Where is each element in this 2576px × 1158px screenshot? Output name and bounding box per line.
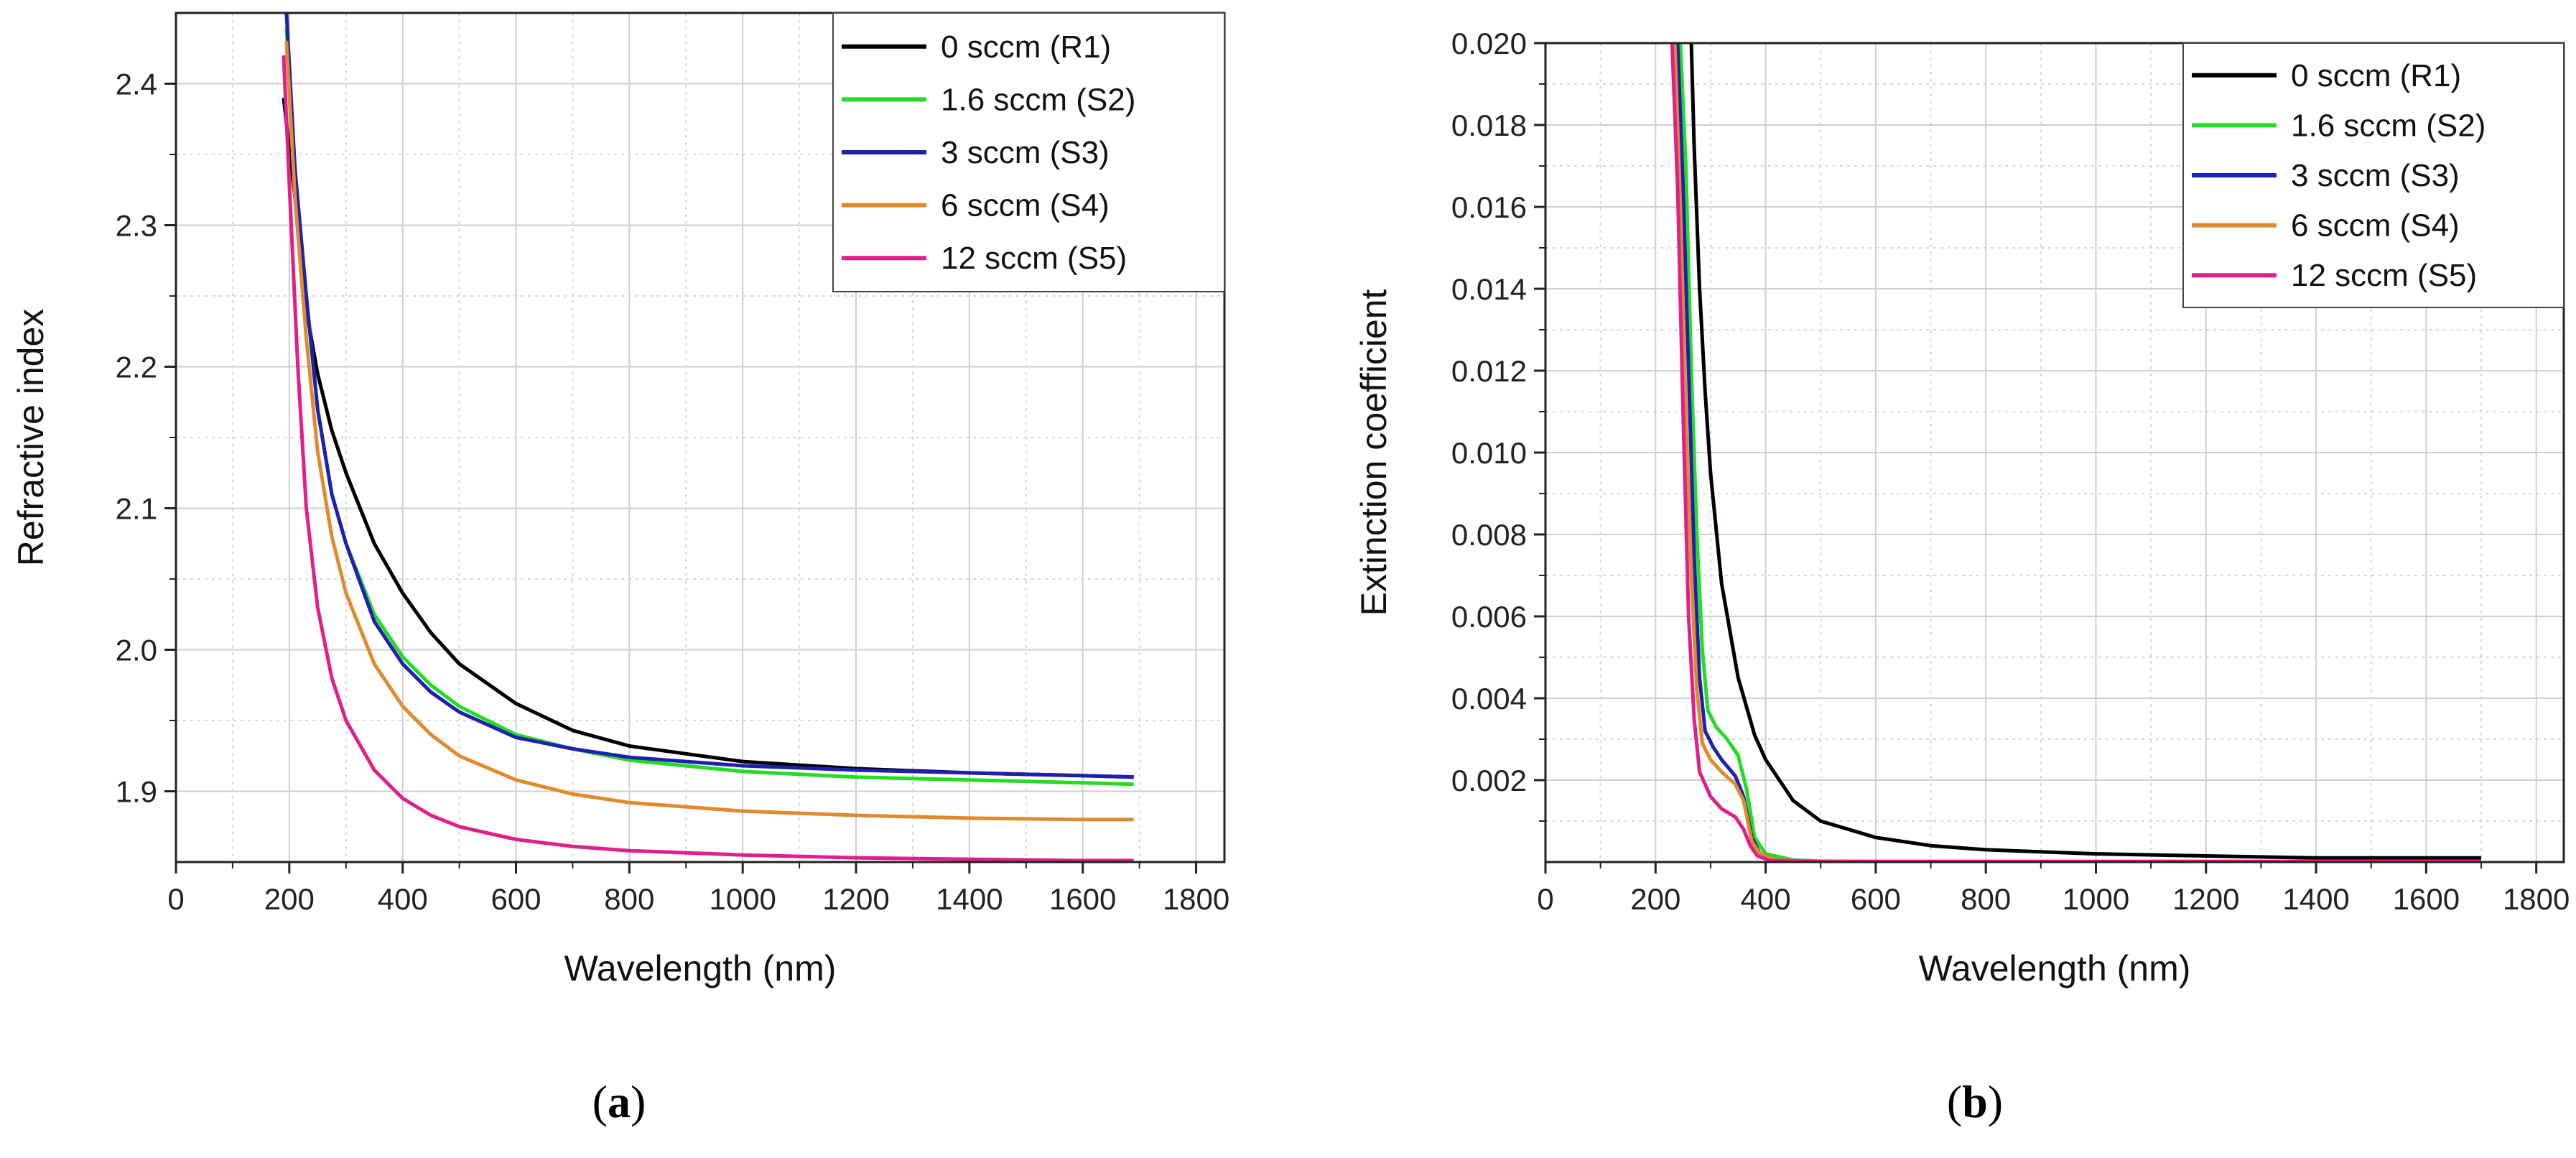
legend-label-2: 1.6 sccm (S2) [941,82,1135,117]
x-tick-label: 1200 [822,882,889,916]
y-tick-label: 0.014 [1451,272,1527,306]
x-axis-title: Wavelength (nm) [1919,948,2191,988]
y-tick-label: 2.3 [116,209,157,243]
caption-close-paren: ) [1988,1076,2003,1127]
y-tick-label: 2.1 [116,492,157,526]
legend-label-3: 3 sccm (S3) [941,135,1110,170]
x-tick-label: 200 [1630,882,1680,916]
y-tick-label: 2.0 [116,634,157,667]
series-line-1 [1689,43,2481,860]
y-tick-label: 0.018 [1451,108,1527,142]
y-axis-title: Extinction coefficient [1354,289,1394,616]
x-tick-label: 1800 [2503,882,2570,916]
y-tick-label: 2.2 [116,351,157,384]
x-tick-label: 400 [378,882,428,916]
series-line-3 [284,13,1134,779]
legend: 0 sccm (R1) 1.6 sccm (S2) 3 sccm (S3) 6 scc… [832,12,1225,292]
y-tick-label: 0.020 [1451,27,1527,60]
x-tick-label: 800 [1961,882,2011,916]
x-tick-label: 1200 [2172,882,2239,916]
legend-label-3: 3 sccm (S3) [2291,158,2460,193]
x-tick-label: 0 [1537,882,1553,916]
x-tick-label: 600 [1851,882,1901,916]
x-tick-label: 1000 [709,882,776,916]
x-tick-label: 1600 [2393,882,2460,916]
y-axis-title: Refractive index [11,309,51,567]
legend: 0 sccm (R1) 1.6 sccm (S2) 3 sccm (S3) 6 scc… [2182,42,2565,308]
x-tick-label: 1400 [936,882,1003,916]
caption-open-paren: ( [592,1076,608,1127]
x-tick-label: 200 [264,882,315,916]
chart-a-refractive-index: 0 200 400 600 800 1000 1200 1400 1600 1800 1.9 2.0 2… [11,11,1229,1127]
caption-letter: b [1962,1076,1988,1127]
x-tick-label: 0 [167,882,184,916]
x-tick-label: 1400 [2282,882,2349,916]
y-tick-label: 0.004 [1451,682,1527,715]
figure-caption: (a) [592,1076,646,1127]
legend-label-1: 0 sccm (R1) [941,29,1111,65]
caption-letter: a [608,1076,631,1127]
x-axis-title: Wavelength (nm) [564,948,837,988]
x-tick-label: 400 [1741,882,1791,916]
figure-caption: (b) [1947,1076,2003,1127]
x-tick-label: 1600 [1049,882,1116,916]
caption-open-paren: ( [1947,1076,1962,1127]
y-tick-label: 0.002 [1451,764,1527,797]
chart-b-extinction-coefficient: 0 200 400 600 800 1000 1200 1400 1600 1800 0.002 0.… [1354,27,2570,1127]
x-tick-label: 600 [490,882,541,916]
y-tick-label: 0.008 [1451,518,1527,552]
y-tick-label: 0.006 [1451,600,1527,634]
x-tick-label: 1800 [1163,882,1229,916]
y-tick-label: 0.012 [1451,354,1527,388]
legend-label-4: 6 sccm (S4) [2291,208,2460,244]
legend-label-5: 12 sccm (S5) [941,241,1127,276]
series-line-5 [282,55,1134,862]
x-tick-label: 1000 [2063,882,2129,916]
y-tick-label: 1.9 [116,775,157,809]
y-tick-label: 0.010 [1451,436,1527,470]
series-line-4 [284,41,1134,822]
x-tick-label: 800 [604,882,654,916]
legend-label-2: 1.6 sccm (S2) [2291,108,2486,143]
legend-label-1: 0 sccm (R1) [2291,58,2461,93]
legend-label-4: 6 sccm (S4) [941,188,1110,223]
legend-label-5: 12 sccm (S5) [2291,258,2477,293]
y-tick-label: 2.4 [116,68,157,101]
y-tick-label: 0.016 [1451,190,1527,224]
caption-close-paren: ) [631,1076,646,1127]
